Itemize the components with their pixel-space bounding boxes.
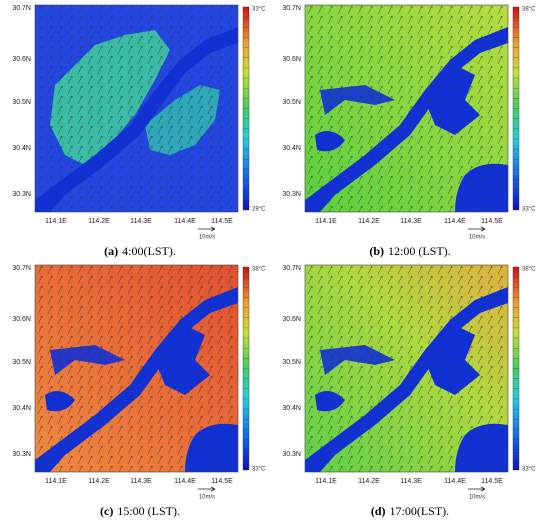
- x-tick-label: 114.4E: [174, 218, 196, 225]
- scale-label: 10m/s: [199, 235, 215, 241]
- x-tick-label: 114.3E: [400, 218, 422, 225]
- x-tick-label: 114.1E: [315, 218, 337, 225]
- x-tick-label: 114.1E: [45, 218, 67, 225]
- y-tick-label: 30.3N: [12, 451, 31, 458]
- caption: (c) 15:00 (LST).: [100, 504, 180, 518]
- x-tick-label: 114.5E: [481, 478, 503, 485]
- y-tick-label: 30.6N: [12, 316, 31, 323]
- y-tick-label: 30.3N: [282, 451, 301, 458]
- panel: 38°C 33°C 30.7N 30.6N 30.5N 30.4N 30.3N 114.1E 1…: [282, 4, 536, 258]
- colorbar-min-label: 33°C: [522, 467, 536, 473]
- y-tick-label: 30.4N: [282, 405, 301, 412]
- colorbar-max-label: 33°C: [252, 7, 266, 13]
- x-tick-label: 114.2E: [88, 478, 110, 485]
- y-tick-label: 30.4N: [12, 145, 31, 152]
- caption-text: 12:00 (LST).: [388, 244, 451, 258]
- x-tick-label: 114.5E: [211, 478, 233, 485]
- map: [34, 4, 239, 213]
- x-tick-label: 114.3E: [130, 218, 152, 225]
- x-tick-label: 114.1E: [45, 478, 67, 485]
- colorbar-max-label: 38°C: [522, 7, 536, 13]
- wind-vectors: [305, 5, 508, 212]
- y-tick-label: 30.3N: [12, 191, 31, 198]
- map: [34, 264, 239, 473]
- caption-label: (c): [100, 504, 113, 518]
- map-frame: [34, 264, 239, 473]
- map-frame: [34, 4, 239, 213]
- scale-arrow: [198, 486, 216, 492]
- y-tick-label: 30.7N: [12, 265, 31, 272]
- x-tick-label: 114.2E: [358, 218, 380, 225]
- y-tick-label: 30.7N: [12, 5, 31, 12]
- scale-arrow: [468, 226, 486, 232]
- wind-vectors: [35, 5, 238, 212]
- x-tick-label: 114.2E: [358, 478, 380, 485]
- y-tick-label: 30.5N: [12, 99, 31, 106]
- x-tick-label: 114.1E: [315, 478, 337, 485]
- x-tick-label: 114.2E: [88, 218, 110, 225]
- y-tick-label: 30.7N: [282, 265, 301, 272]
- panel: 38°C 33°C 30.7N 30.6N 30.5N 30.4N 30.3N 114.1E 1…: [12, 264, 266, 518]
- map-frame: [304, 264, 509, 473]
- map: [304, 4, 509, 213]
- x-tick-label: 114.4E: [444, 478, 466, 485]
- y-tick-label: 30.4N: [12, 405, 31, 412]
- caption: (d) 17:00(LST).: [371, 504, 449, 518]
- caption: (b) 12:00 (LST).: [369, 244, 450, 258]
- y-tick-label: 30.6N: [12, 56, 31, 63]
- caption: (a) 4:00(LST).: [104, 244, 176, 258]
- map-frame: [304, 4, 509, 213]
- y-tick-label: 30.5N: [282, 99, 301, 106]
- colorbar-max-label: 38°C: [522, 267, 536, 273]
- y-tick-label: 30.6N: [282, 316, 301, 323]
- caption-text: 17:00(LST).: [390, 504, 450, 518]
- colorbar-min-label: 33°C: [522, 207, 536, 213]
- caption-text: 15:00 (LST).: [117, 504, 180, 518]
- wind-vectors: [35, 265, 238, 472]
- panel: 38°C 33°C 30.7N 30.6N 30.5N 30.4N 30.3N 114.1E 1…: [282, 264, 536, 518]
- wind-vectors: [305, 265, 508, 472]
- caption-label: (a): [104, 244, 118, 258]
- scale-label: 10m/s: [469, 495, 485, 501]
- x-tick-label: 114.3E: [400, 478, 422, 485]
- y-tick-label: 30.7N: [282, 5, 301, 12]
- caption-label: (d): [371, 504, 386, 518]
- x-tick-label: 114.5E: [211, 218, 233, 225]
- scale-arrow: [198, 226, 216, 232]
- y-tick-label: 30.5N: [282, 359, 301, 366]
- panel: 33°C 28°C 30.7N 30.6N 30.5N 30.4N 30.3N 114.1E 1…: [12, 4, 266, 258]
- y-tick-label: 30.3N: [282, 191, 301, 198]
- y-tick-label: 30.5N: [12, 359, 31, 366]
- map: [304, 264, 509, 473]
- x-tick-label: 114.3E: [130, 478, 152, 485]
- scale-label: 10m/s: [469, 235, 485, 241]
- x-tick-label: 114.4E: [174, 478, 196, 485]
- x-tick-label: 114.5E: [481, 218, 503, 225]
- x-tick-label: 114.4E: [444, 218, 466, 225]
- y-tick-label: 30.6N: [282, 56, 301, 63]
- caption-text: 4:00(LST).: [122, 244, 176, 258]
- scale-label: 10m/s: [199, 495, 215, 501]
- colorbar-min-label: 28°C: [252, 207, 266, 213]
- colorbar-min-label: 33°C: [252, 467, 266, 473]
- scale-arrow: [468, 486, 486, 492]
- colorbar-max-label: 38°C: [252, 267, 266, 273]
- y-tick-label: 30.4N: [282, 145, 301, 152]
- caption-label: (b): [369, 244, 384, 258]
